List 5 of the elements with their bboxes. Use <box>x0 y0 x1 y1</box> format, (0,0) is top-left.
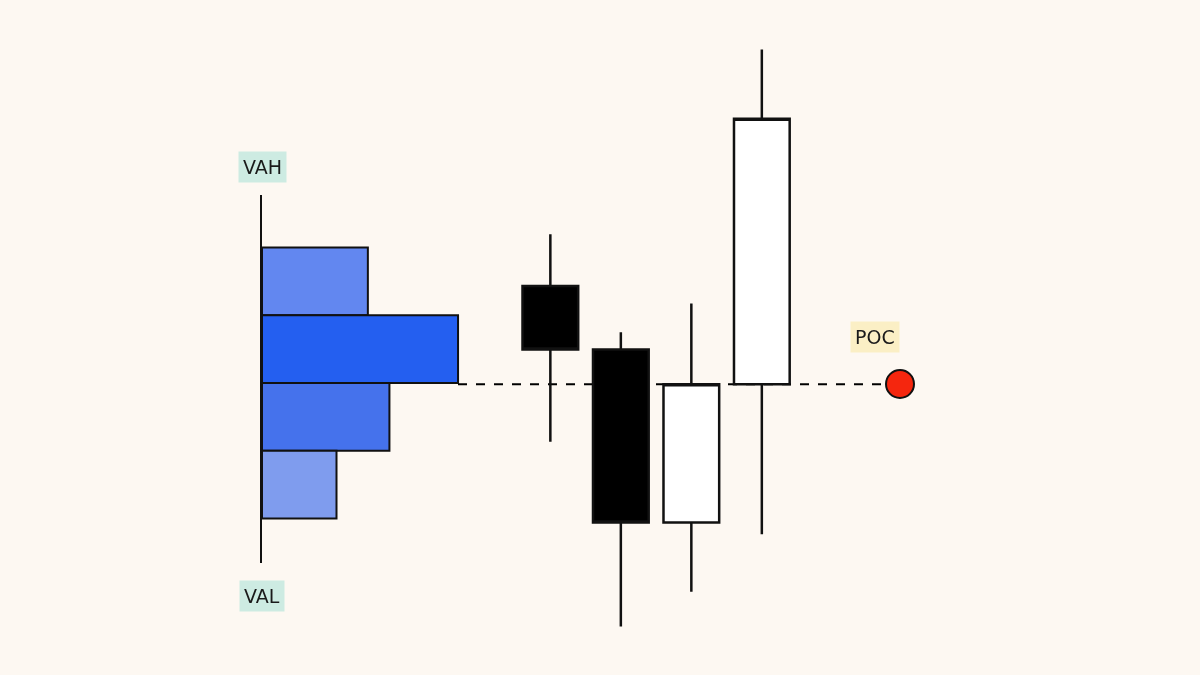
text: VAL <box>244 585 280 607</box>
candlestick <box>662 302 721 594</box>
text: VAH <box>243 156 283 178</box>
ref-line-label: POC <box>855 326 895 348</box>
candlestick <box>732 48 791 536</box>
